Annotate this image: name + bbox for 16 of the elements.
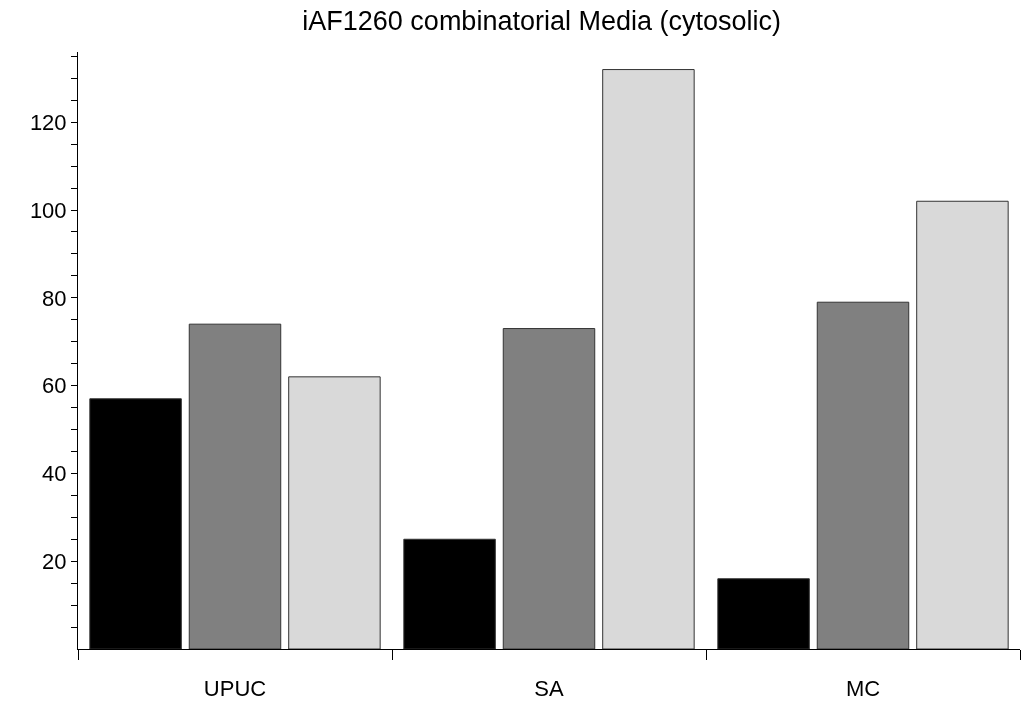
bar <box>188 323 282 649</box>
y-tick-label: 40 <box>42 461 67 487</box>
bar <box>288 376 381 649</box>
chart-title: iAF1260 combinatorial Media (cytosolic) <box>302 5 782 36</box>
bar <box>602 69 695 649</box>
x-tick-label: SA <box>534 676 564 702</box>
bar <box>916 200 1009 649</box>
x-tick-label: MC <box>845 676 881 702</box>
bar <box>816 301 910 649</box>
y-tick-label: 80 <box>42 285 67 311</box>
bar <box>502 328 596 649</box>
x-tick-label: UPUC <box>203 676 267 702</box>
y-tick-label: 120 <box>29 109 67 135</box>
y-tick-label: 20 <box>42 548 67 574</box>
y-tick-label: 60 <box>42 373 67 399</box>
y-tick-label: 100 <box>29 197 67 223</box>
